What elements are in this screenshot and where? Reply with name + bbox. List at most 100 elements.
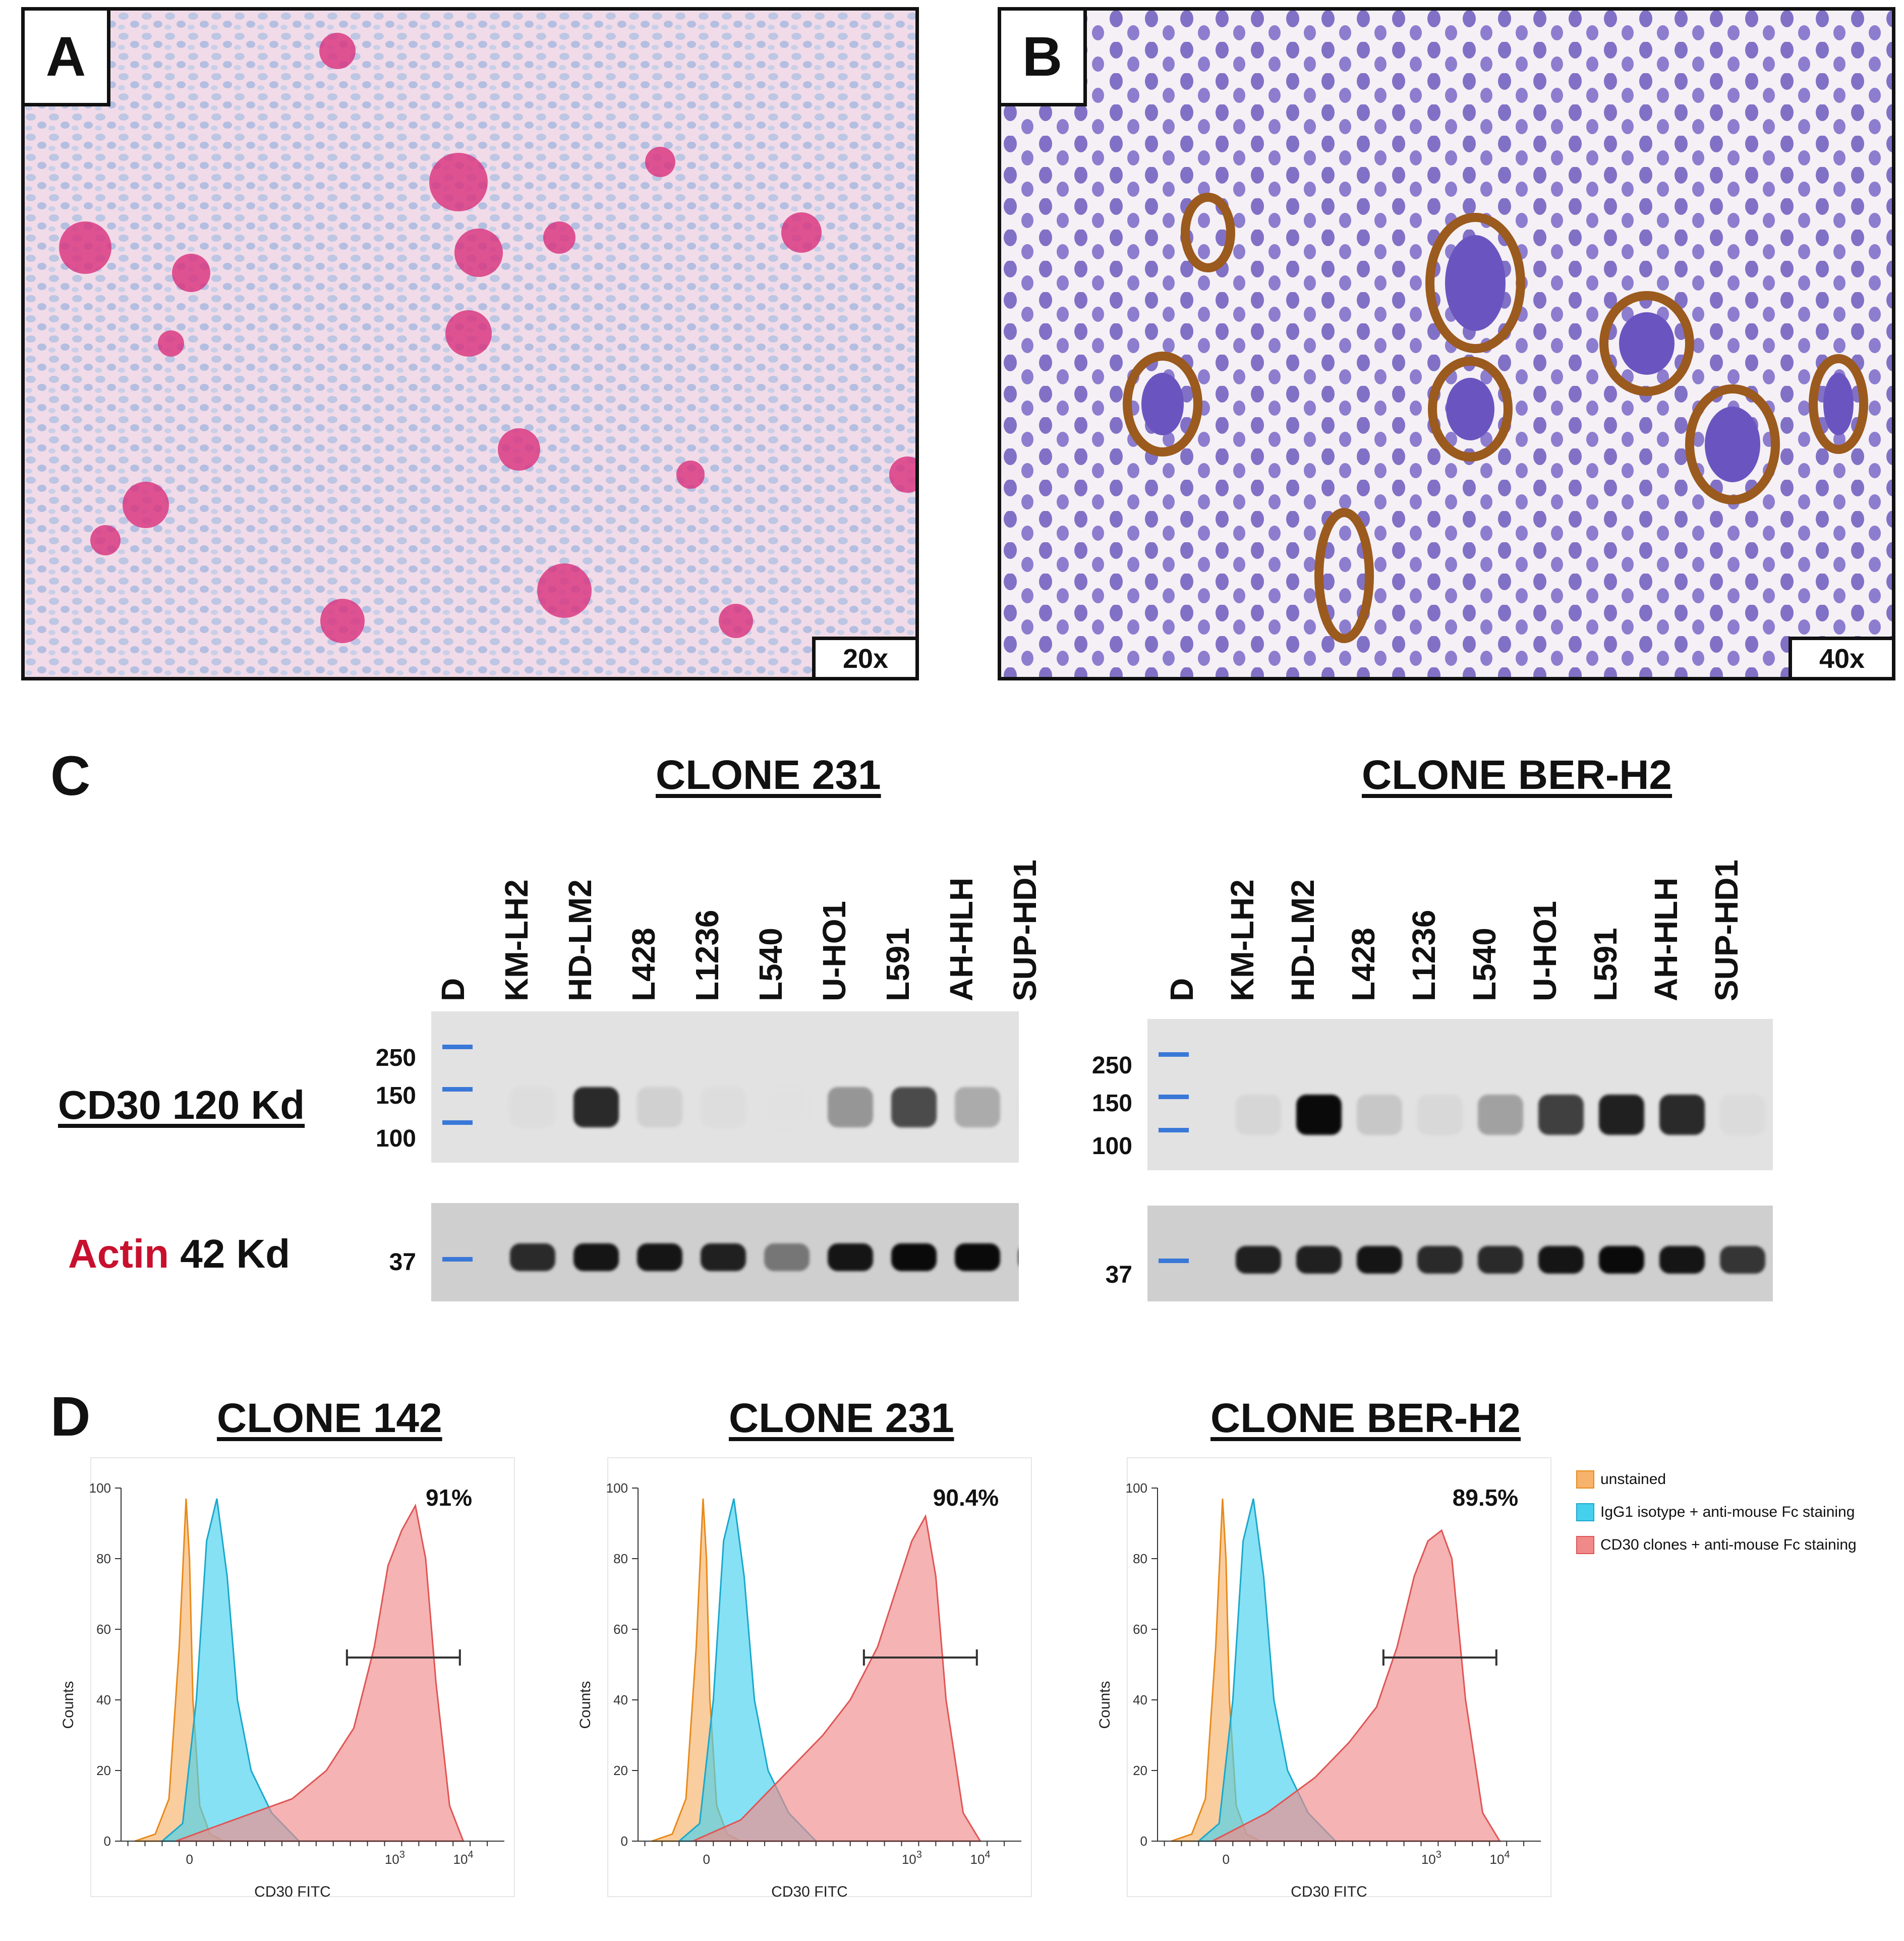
- ladder-mark: [442, 1045, 473, 1049]
- x-tick-label: 103: [902, 1849, 922, 1867]
- legend-item: unstained: [1576, 1470, 1666, 1489]
- blot-band: [1018, 1087, 1019, 1127]
- blot-band: [1599, 1095, 1644, 1135]
- y-axis-title: Counts: [577, 1681, 594, 1729]
- mw-marker-label: 100: [375, 1125, 416, 1152]
- blot-band: [891, 1243, 937, 1271]
- mw-marker-label: 150: [375, 1082, 416, 1109]
- histogram-series-3: [176, 1503, 465, 1842]
- panel-b-micrograph: B 40x: [998, 7, 1895, 680]
- blot-band: [1478, 1246, 1523, 1274]
- cd30-row-label: CD30 120 Kd: [58, 1082, 305, 1127]
- lane-label: HD-LM2: [1285, 879, 1321, 1001]
- y-tick-label: 60: [1133, 1622, 1147, 1637]
- y-tick-label: 100: [1126, 1480, 1147, 1496]
- panel-b-tissue-texture: [1001, 11, 1892, 677]
- blot-band: [701, 1087, 746, 1127]
- gate-percent-label: 91%: [426, 1485, 472, 1511]
- lane-label: SUP-HD1: [1007, 860, 1043, 1001]
- panel-b-letter: B: [1001, 11, 1087, 106]
- lane-label: L1236: [1406, 909, 1442, 1001]
- lane-label: L428: [625, 928, 662, 1001]
- flow-cytometry-histograms: 0 20 40 60 80 100 0 103 104 CD30 FITC Counts 91% 0 20…: [60, 1457, 1551, 1900]
- blot-band: [573, 1243, 619, 1271]
- panel-b-magnification: 40x: [1788, 637, 1892, 677]
- legend-swatch: [1576, 1536, 1594, 1554]
- histogram-plot: 0 20 40 60 80 100 0 103 104 CD30 FITC Counts 89.5%: [1097, 1457, 1551, 1900]
- blot-band: [1357, 1246, 1402, 1274]
- x-tick-label: 0: [703, 1852, 710, 1867]
- blot-band: [1720, 1095, 1765, 1135]
- lane-label: KM-LH2: [498, 879, 535, 1001]
- y-tick-label: 20: [96, 1763, 111, 1778]
- y-tick-label: 60: [96, 1622, 111, 1637]
- flow-title-clone-231: CLONE 231: [729, 1395, 954, 1441]
- lane-label: D: [435, 978, 471, 1001]
- ladder-mark: [1159, 1095, 1189, 1099]
- lane-label: L1236: [689, 909, 725, 1001]
- blot-band: [828, 1087, 873, 1127]
- blot-band: [1236, 1095, 1281, 1135]
- gate-percent-label: 89.5%: [1453, 1485, 1518, 1511]
- blot-band: [1296, 1246, 1342, 1274]
- x-tick-label: 0: [186, 1852, 193, 1867]
- blot-band: [1417, 1095, 1463, 1135]
- y-tick-label: 100: [606, 1480, 628, 1496]
- blot-band: [1538, 1246, 1584, 1274]
- lane-label: U-HO1: [816, 900, 852, 1001]
- blot-band: [1357, 1095, 1402, 1135]
- blot-band: [1659, 1246, 1705, 1274]
- x-tick-label: 0: [1222, 1852, 1229, 1867]
- blot-band: [1478, 1095, 1523, 1135]
- x-axis-title: CD30 FITC: [771, 1883, 848, 1900]
- mw-marker-label: 37: [1105, 1262, 1132, 1288]
- y-tick-label: 0: [621, 1834, 628, 1849]
- panel-a-micrograph: A 20x: [21, 7, 919, 680]
- ladder-mark: [442, 1087, 473, 1092]
- blot-band: [573, 1087, 619, 1127]
- mw-marker-label: 250: [375, 1045, 416, 1071]
- histogram-series-3: [1211, 1529, 1502, 1842]
- blot-band: [510, 1087, 555, 1127]
- lane-label: HD-LM2: [562, 879, 598, 1001]
- y-tick-label: 20: [1133, 1763, 1147, 1778]
- x-axis-title: CD30 FITC: [1291, 1883, 1367, 1900]
- lane-label: L428: [1345, 928, 1381, 1001]
- actin-row-label: Actin 42 Kd: [68, 1231, 290, 1277]
- x-tick-label: 103: [385, 1849, 405, 1867]
- lane-label: L591: [1587, 928, 1624, 1001]
- blot-band: [891, 1087, 937, 1127]
- legend-label: IgG1 isotype + anti-mouse Fc staining: [1600, 1504, 1855, 1520]
- y-axis-title: Counts: [60, 1681, 77, 1729]
- blot-band: [1417, 1246, 1463, 1274]
- histogram-plot: 0 20 40 60 80 100 0 103 104 CD30 FITC Counts 91%: [60, 1457, 515, 1900]
- y-tick-label: 40: [1133, 1692, 1147, 1707]
- ladder-mark: [442, 1120, 473, 1125]
- y-tick-label: 100: [89, 1480, 111, 1496]
- y-tick-label: 60: [613, 1622, 628, 1637]
- ladder-mark: [442, 1257, 473, 1262]
- panel-a-magnification: 20x: [812, 637, 915, 677]
- blot-band: [1236, 1246, 1281, 1274]
- y-tick-label: 80: [613, 1551, 628, 1566]
- x-axis-title: CD30 FITC: [254, 1883, 331, 1900]
- lane-label: SUP-HD1: [1708, 860, 1745, 1001]
- legend-swatch: [1576, 1470, 1594, 1489]
- legend-label: CD30 clones + anti-mouse Fc staining: [1600, 1536, 1857, 1553]
- y-tick-label: 40: [96, 1692, 111, 1707]
- lane-label: U-HO1: [1527, 900, 1563, 1001]
- lane-label: AH-HLH: [1648, 877, 1684, 1001]
- actin-name: Actin: [68, 1231, 169, 1276]
- blot-band: [764, 1243, 810, 1271]
- y-tick-label: 80: [96, 1551, 111, 1566]
- cd30-blot: [1147, 1019, 1773, 1170]
- ladder-mark: [1159, 1258, 1189, 1263]
- lane-label: KM-LH2: [1224, 879, 1260, 1001]
- blot-band: [955, 1087, 1000, 1127]
- x-tick-label: 103: [1421, 1849, 1441, 1867]
- y-tick-label: 20: [613, 1763, 628, 1778]
- y-tick-label: 0: [1140, 1834, 1147, 1849]
- blot-band: [1720, 1246, 1765, 1274]
- wb-title-clone-231: CLONE 231: [656, 752, 881, 798]
- ladder-mark: [1159, 1052, 1189, 1057]
